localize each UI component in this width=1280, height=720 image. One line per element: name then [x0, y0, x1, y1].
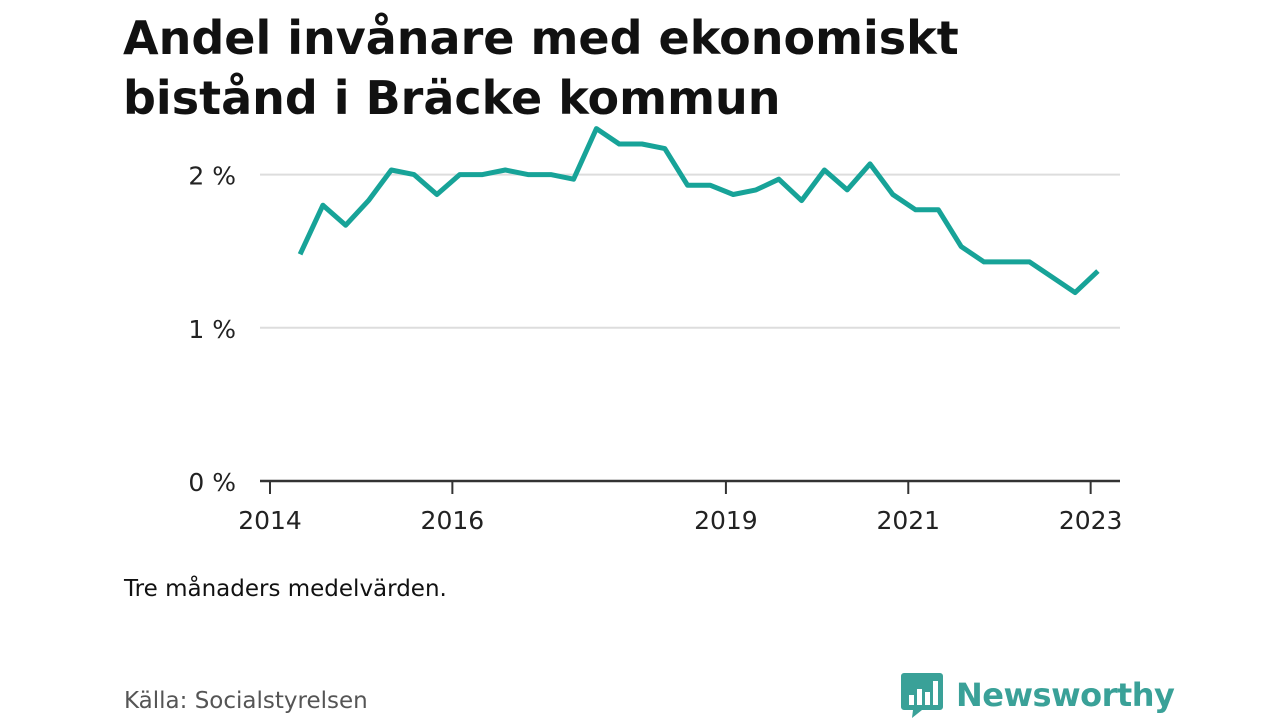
chart-title: Andel invånare med ekonomiskt bistånd i … — [123, 11, 959, 125]
x-tick-label: 2021 — [876, 506, 940, 535]
x-tick-label: 2016 — [421, 506, 485, 535]
y-tick-label: 1 % — [188, 315, 236, 344]
brand-name: Newsworthy — [956, 676, 1175, 714]
x-tick-label: 2023 — [1059, 506, 1123, 535]
y-tick-label: 2 % — [188, 162, 236, 191]
x-tick-label: 2014 — [238, 506, 302, 535]
series-line — [297, 126, 1100, 296]
newsworthy-logo: Newsworthy — [900, 670, 1175, 720]
x-tick-label: 2019 — [694, 506, 758, 535]
y-tick-label: 0 % — [188, 468, 236, 497]
bar-chart-speech-bubble-icon — [901, 673, 943, 718]
chart-note: Tre månaders medelvärden. — [124, 576, 447, 602]
source-label: Källa: Socialstyrelsen — [124, 688, 368, 714]
